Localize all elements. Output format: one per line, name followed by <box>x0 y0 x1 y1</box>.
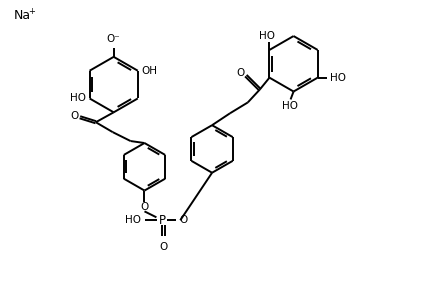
Text: OH: OH <box>142 66 158 76</box>
Text: HO: HO <box>329 73 346 83</box>
Text: P: P <box>159 214 166 227</box>
Text: Na: Na <box>13 9 30 22</box>
Text: HO: HO <box>259 31 275 41</box>
Text: HO: HO <box>282 102 298 111</box>
Text: HO: HO <box>70 93 86 104</box>
Text: O: O <box>237 68 245 78</box>
Text: O: O <box>179 215 188 225</box>
Text: O⁻: O⁻ <box>107 34 121 44</box>
Text: HO: HO <box>125 215 140 225</box>
Text: O: O <box>71 111 79 121</box>
Text: O: O <box>159 242 168 252</box>
Text: +: + <box>28 7 35 16</box>
Text: O: O <box>140 203 148 212</box>
